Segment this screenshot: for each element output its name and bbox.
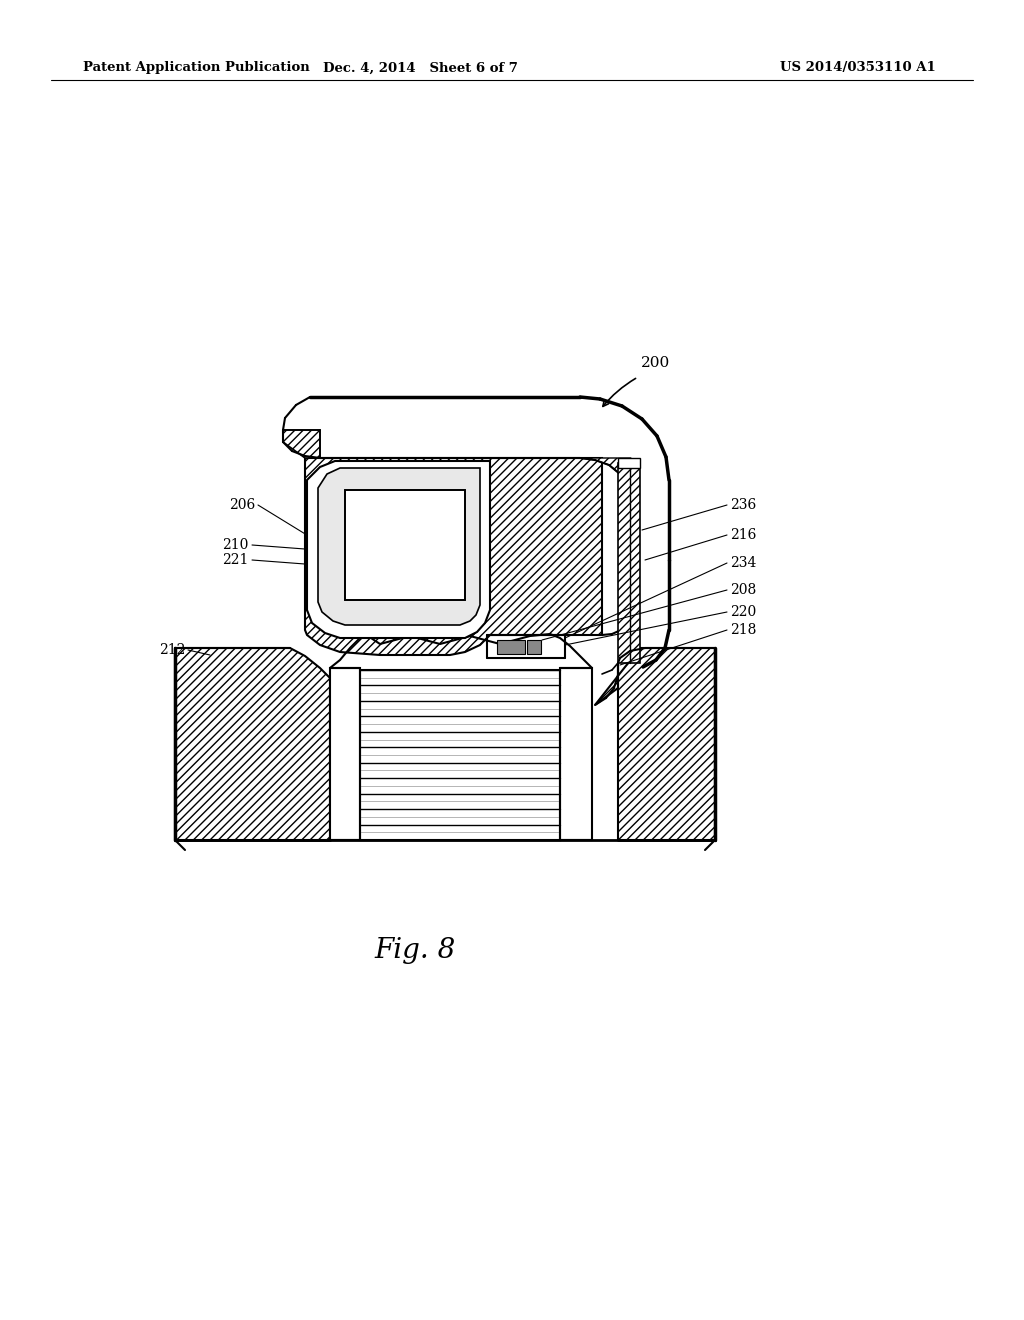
Bar [345,490,465,601]
Polygon shape [580,458,631,500]
Bar [330,668,360,840]
Text: 234: 234 [730,556,757,570]
Bar [560,668,592,840]
Bar [360,671,560,840]
Text: 210: 210 [221,539,248,552]
Text: 236: 236 [730,498,757,512]
Bar [345,490,465,601]
Text: 208: 208 [730,583,757,597]
Bar [618,458,640,469]
Bar [527,640,541,653]
Text: Patent Application Publication: Patent Application Publication [83,62,309,74]
Text: 206: 206 [228,498,255,512]
Text: Fig. 8: Fig. 8 [375,936,456,964]
Text: 200: 200 [641,356,671,370]
Text: US 2014/0353110 A1: US 2014/0353110 A1 [780,62,936,74]
Bar [618,463,640,663]
Polygon shape [318,469,480,624]
Text: Dec. 4, 2014   Sheet 6 of 7: Dec. 4, 2014 Sheet 6 of 7 [323,62,517,74]
Text: 218: 218 [730,623,757,638]
Polygon shape [307,461,490,638]
Polygon shape [595,648,715,840]
Text: 212: 212 [159,643,185,657]
Text: 216: 216 [730,528,757,543]
Text: 220: 220 [730,605,757,619]
Text: 221: 221 [221,553,248,568]
Bar [497,640,525,653]
Polygon shape [305,458,602,655]
Polygon shape [175,648,330,840]
Polygon shape [283,430,319,458]
